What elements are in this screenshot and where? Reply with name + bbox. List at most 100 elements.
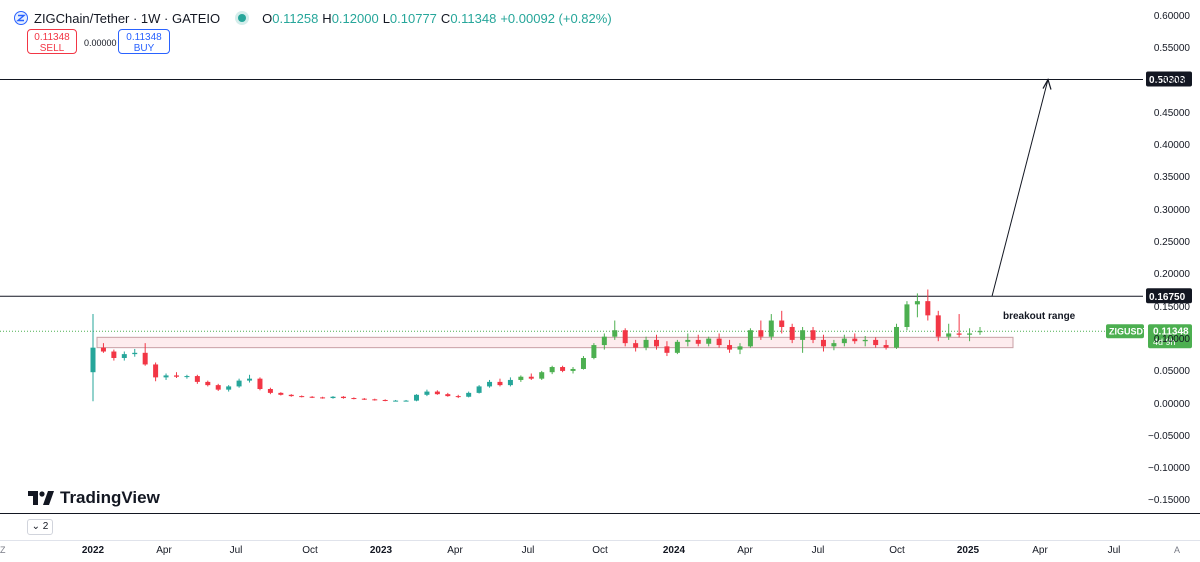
candlestick-chart[interactable]: breakout range 0.50303 0.16750 ZIGUSDT 0.113… — [0, 0, 1200, 514]
candle-body — [820, 339, 826, 347]
candle-body — [580, 357, 586, 369]
candle-body — [779, 320, 785, 327]
candle-body — [278, 392, 284, 395]
candle-body — [925, 301, 931, 316]
pane-count: 2 — [42, 521, 49, 532]
candle-body — [226, 386, 232, 390]
tradingview-logo-icon — [28, 491, 54, 505]
candle-body — [570, 368, 576, 371]
candle-body — [215, 385, 221, 390]
time-tick-label: Apr — [447, 545, 463, 556]
projection-arrowhead — [1042, 78, 1052, 90]
candle-body — [257, 378, 263, 389]
time-tick-label: Jul — [521, 545, 535, 556]
time-tick-label: 2024 — [662, 545, 686, 556]
candle-body — [403, 400, 409, 402]
candle-body — [393, 400, 399, 402]
time-tick-label: Apr — [156, 545, 172, 556]
ohlc-value: 0.11258 — [272, 10, 319, 26]
candle-body — [967, 333, 973, 335]
ohlc-label: O — [262, 10, 273, 26]
candle-body — [247, 378, 253, 381]
candle-body — [351, 398, 357, 400]
candle-body — [184, 376, 190, 378]
candle-body — [100, 347, 106, 352]
candle-body — [194, 376, 200, 382]
chevron-down-icon: ⌄ — [31, 521, 41, 532]
candle-body — [163, 375, 169, 378]
time-tick-label: Apr — [1032, 545, 1048, 556]
symbol-tag: ZIGUSDT — [1109, 327, 1149, 337]
candle-body — [90, 347, 96, 373]
ohlc-value: 0.11348 — [450, 10, 497, 26]
time-tick-label: 2023 — [369, 545, 393, 556]
candle-body — [946, 333, 952, 337]
buy-label: BUY — [133, 43, 155, 54]
ohlc-label: H — [322, 10, 332, 26]
ohlc-value: 0.12000 — [331, 10, 379, 26]
candle-body — [549, 367, 555, 373]
candle-body — [434, 391, 440, 395]
candle-body — [267, 388, 273, 393]
candle-body — [340, 396, 346, 399]
price-tick-label: 0.30000 — [1153, 204, 1190, 216]
candle-body — [445, 394, 451, 397]
candle-body — [153, 364, 159, 378]
time-tick-label: Oct — [592, 545, 608, 556]
auto-scale-button[interactable]: A — [1173, 545, 1180, 555]
candle-body — [831, 343, 837, 347]
candle-body — [800, 330, 806, 340]
candle-body — [236, 380, 242, 387]
price-tick-label: 0.60000 — [1153, 10, 1190, 22]
candle-body — [747, 330, 753, 347]
time-tick-label: Oct — [889, 545, 905, 556]
candle-body — [716, 338, 722, 346]
timezone-marker: Z — [0, 545, 6, 555]
candle-body — [664, 346, 670, 353]
candle-body — [695, 339, 701, 344]
symbol-title[interactable]: ZIGChain/Tether · 1W · GATEIO — [34, 10, 221, 26]
candle-body — [654, 339, 660, 347]
pane-separator[interactable] — [0, 513, 1200, 514]
price-tick-label: −0.10000 — [1148, 463, 1190, 475]
time-tick-label: Apr — [737, 545, 753, 556]
ohlc-label: L — [382, 10, 390, 26]
spread-value: 0.00000 — [84, 38, 117, 48]
candle-body — [424, 391, 430, 395]
symbol-tag-bg — [1106, 324, 1144, 339]
candle-body — [539, 372, 545, 379]
projection-arrow-line — [991, 79, 1049, 297]
candle-body — [330, 396, 336, 399]
candle-body — [914, 301, 920, 305]
candle-body — [862, 339, 868, 342]
candle-body — [768, 320, 774, 337]
target-price-tag: 0.50303 — [1149, 75, 1186, 86]
candle-body — [518, 376, 524, 380]
candle-body — [382, 399, 388, 401]
candle-body — [737, 346, 743, 350]
candle-body — [841, 338, 847, 344]
candle-body — [507, 379, 513, 386]
candle-body — [852, 338, 858, 342]
candle-body — [904, 304, 910, 327]
price-tick-label: 0.15000 — [1153, 301, 1190, 313]
time-tick-label: Jul — [811, 545, 825, 556]
tradingview-logo[interactable]: TradingView — [28, 488, 160, 508]
candle-body — [205, 381, 211, 386]
sell-button[interactable]: 0.11348 SELL — [27, 29, 77, 54]
candle-body — [142, 352, 148, 365]
price-tick-label: 0.40000 — [1153, 140, 1190, 152]
candle-body — [591, 345, 597, 358]
pane-collapse-button[interactable]: ⌄ 2 — [27, 519, 53, 535]
candle-body — [706, 338, 712, 344]
time-tick-label: Jul — [1107, 545, 1121, 556]
last-price-tag-bg — [1148, 324, 1192, 349]
time-tick-label: 2025 — [956, 545, 980, 556]
time-tick-label: 2022 — [81, 545, 105, 556]
candle-body — [758, 330, 764, 337]
brand-name: TradingView — [60, 488, 160, 507]
buy-button[interactable]: 0.11348 BUY — [118, 29, 170, 54]
candle-body — [789, 326, 795, 340]
candle-body — [612, 330, 618, 337]
ohlc-values: O0.11258 H0.12000 L0.10777 C0.11348 +0.00092… — [262, 11, 616, 26]
